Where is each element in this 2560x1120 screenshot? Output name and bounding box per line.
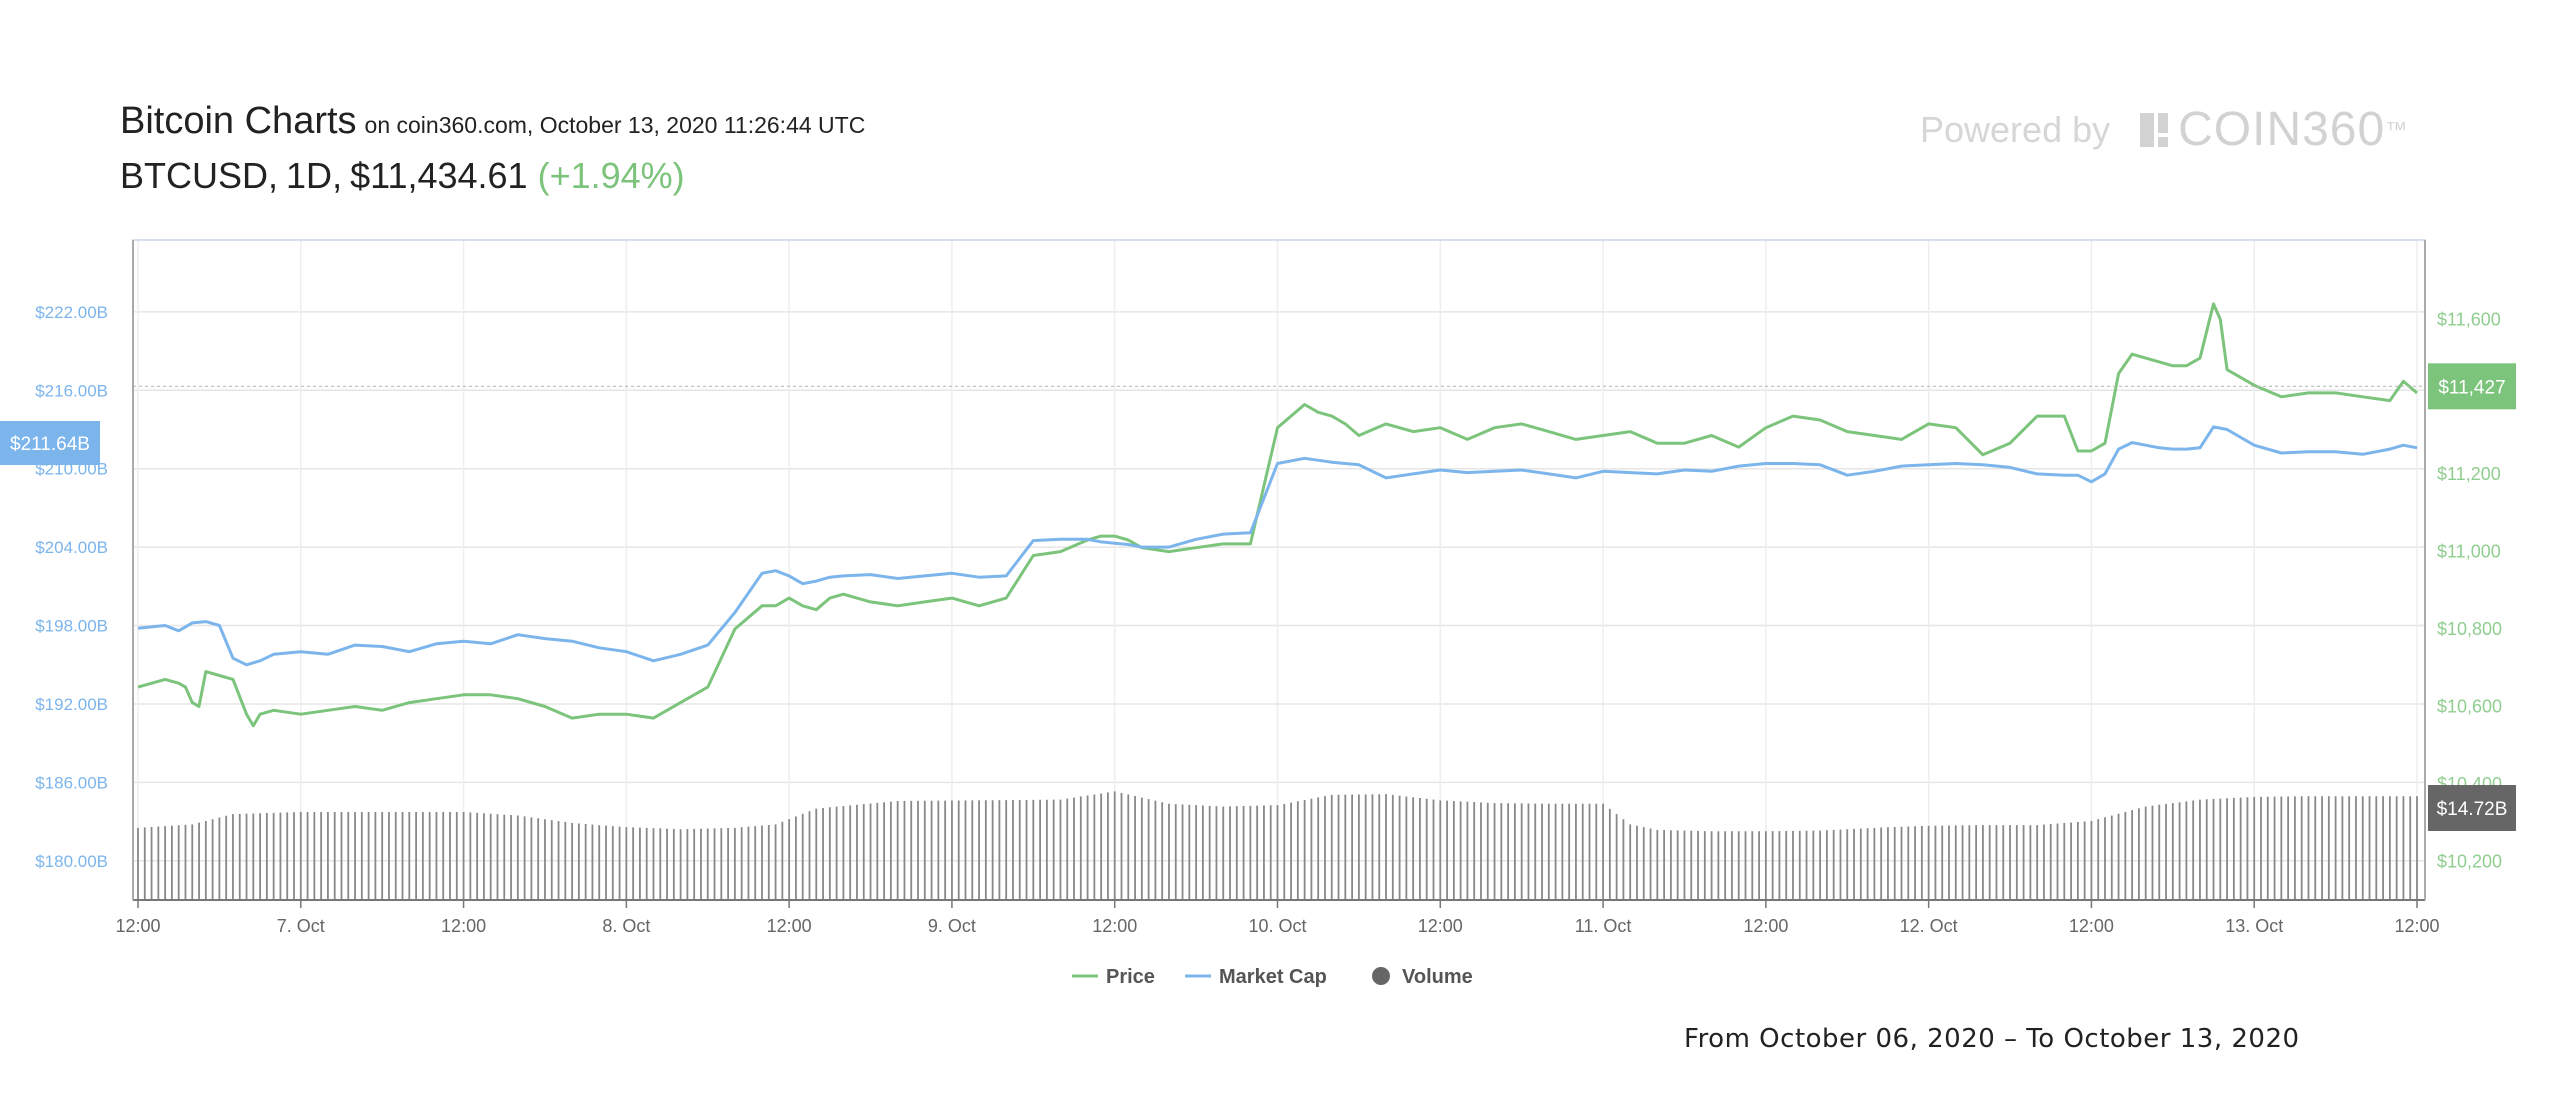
volume-bars — [137, 791, 2418, 900]
x-axis-tick-label: 12. Oct — [1900, 916, 1958, 936]
legend-label: Volume — [1402, 966, 1473, 988]
x-axis-tick-label: 7. Oct — [277, 916, 325, 936]
plot-border — [132, 239, 2426, 901]
left-axis-tick-label: $180.00B — [35, 852, 108, 871]
market-cap-current-box — [0, 421, 100, 465]
brand-name: COIN360 — [2178, 103, 2386, 156]
x-axis-tick-label: 12:00 — [1418, 916, 1463, 936]
volume-current-box — [2428, 785, 2516, 831]
x-axis-tick-label: 9. Oct — [928, 916, 976, 936]
x-axis-labels: 12:00 7. Oct 12:00 8. Oct 12:00 9. Oct 12:00 10… — [115, 900, 2440, 936]
x-axis-tick-label: 10. Oct — [1248, 916, 1306, 936]
interval-separator: , — [332, 155, 343, 196]
left-axis-tick-label: $222.00B — [35, 303, 108, 322]
chart-title: Bitcoin Charts — [120, 100, 357, 142]
legend-item-volume[interactable]: Volume — [1372, 966, 1473, 988]
pair-symbol: BTCUSD — [120, 155, 269, 196]
series-lines — [133, 302, 2425, 728]
title-line: Bitcoin Charts on coin360.com, October 1… — [120, 100, 865, 143]
left-axis-tick-label: $186.00B — [35, 773, 108, 792]
x-axis-tick-label: 13. Oct — [2225, 916, 2283, 936]
price-change: (+1.94%) — [537, 155, 685, 196]
left-axis-tick-label: $204.00B — [35, 538, 108, 557]
price-series-line — [137, 302, 2418, 728]
pair-separator: , — [268, 155, 279, 196]
chart-legend[interactable]: Price Market Cap Volume — [1072, 966, 1473, 988]
interval-label: 1D — [286, 155, 333, 196]
x-axis-tick-label: 12:00 — [441, 916, 486, 936]
volume-current-label: $14.72B — [2437, 799, 2508, 820]
x-axis-tick-label: 12:00 — [2394, 916, 2439, 936]
x-axis-tick-label: 12:00 — [2069, 916, 2114, 936]
x-axis-tick-label: 8. Oct — [602, 916, 650, 936]
price-current-label: $11,427 — [2438, 377, 2505, 398]
legend-item-market-cap[interactable]: Market Cap — [1185, 966, 1327, 988]
coin360-logo: COIN360 ™ — [2140, 102, 2407, 157]
legend-item-price[interactable]: Price — [1072, 966, 1155, 988]
left-axis-tick-label: $192.00B — [35, 695, 108, 714]
right-axis-tick-label: $11,200 — [2437, 464, 2501, 484]
current-price: $11,434.61 — [350, 155, 528, 196]
powered-by-text: Powered by — [1920, 108, 2111, 150]
legend-label: Market Cap — [1219, 966, 1327, 988]
current-value-indicators: $211.64B $11,427 $14.72B — [0, 363, 2516, 831]
right-axis-tick-label: $10,200 — [2437, 851, 2502, 871]
plot-frame — [132, 239, 2426, 901]
market-cap-series-line — [137, 425, 2418, 667]
right-axis-tick-label: $10,800 — [2437, 619, 2502, 639]
right-axis-tick-label: $11,600 — [2437, 309, 2501, 329]
x-axis-tick-label: 12:00 — [767, 916, 812, 936]
x-axis-tick-label: 12:00 — [115, 916, 160, 936]
left-axis-tick-label: $216.00B — [35, 381, 108, 400]
left-axis-labels: $222.00B$216.00B$210.00B$204.00B$198.00B… — [35, 303, 108, 871]
grid-lines — [133, 240, 2425, 900]
x-axis-tick-label: 12:00 — [1743, 916, 1788, 936]
brand-trademark: ™ — [2385, 116, 2408, 142]
legend-label: Price — [1106, 966, 1155, 988]
legend-dot-symbol — [1372, 967, 1390, 985]
market-cap-current-label: $211.64B — [10, 434, 90, 455]
powered-by-branding[interactable]: Powered by COIN360 ™ — [1920, 102, 2407, 157]
chart-header: Bitcoin Charts on coin360.com, October 1… — [120, 100, 865, 197]
coin360-logo-icon — [2140, 112, 2169, 147]
chart-subtitle: on coin360.com, October 13, 2020 11:26:4… — [364, 112, 866, 138]
pair-line: BTCUSD, 1D, $11,434.61 (+1.94%) — [120, 155, 865, 197]
right-axis-tick-label: $11,000 — [2437, 542, 2501, 562]
x-axis-tick-label: 11. Oct — [1575, 916, 1632, 936]
left-axis-tick-label: $198.00B — [35, 617, 108, 636]
x-axis-tick-label: 12:00 — [1092, 916, 1137, 936]
date-range: From October 06, 2020 – To October 13, 2… — [1684, 1024, 2300, 1054]
price-current-box — [2428, 363, 2516, 410]
right-axis-tick-label: $10,600 — [2437, 696, 2502, 716]
